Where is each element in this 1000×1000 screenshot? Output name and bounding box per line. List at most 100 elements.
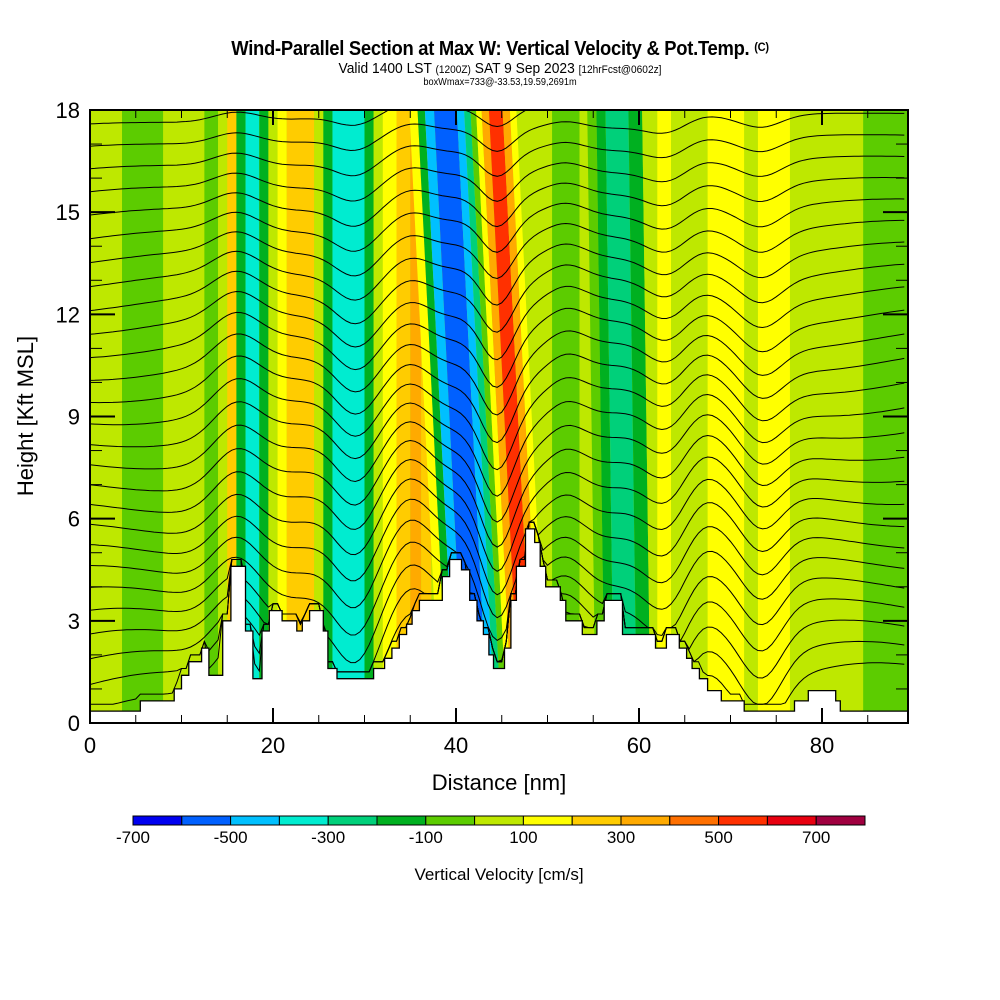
x-tick-label: 60 <box>627 733 651 758</box>
x-tick-label: 40 <box>444 733 468 758</box>
colorbar-swatch <box>327 815 378 826</box>
theta-contour <box>90 521 905 663</box>
axis-ticks <box>89 109 908 724</box>
theta-contour <box>90 519 905 642</box>
x-tick-label: 0 <box>84 733 96 758</box>
theta-contour <box>90 263 905 333</box>
velocity-band <box>476 110 513 723</box>
theta-contour <box>90 198 905 253</box>
y-axis-title: Height [Kft MSL] <box>13 336 38 496</box>
theta-contour <box>90 112 905 152</box>
colorbar-swatch <box>815 815 866 826</box>
subtitle-date: SAT 9 Sep 2023 <box>474 60 575 77</box>
terrain-profile <box>90 528 908 723</box>
velocity-band <box>707 110 745 723</box>
colorbar-tick-label: 100 <box>509 828 537 847</box>
velocity-band <box>218 110 228 723</box>
y-tick-label: 3 <box>68 609 80 634</box>
terrain <box>90 528 908 723</box>
theta-contour <box>90 155 905 202</box>
colorbar-swatch <box>132 815 183 826</box>
colorbar-swatch <box>278 815 329 826</box>
colorbar-swatch <box>230 815 280 826</box>
velocity-band <box>456 110 495 723</box>
velocity-band <box>245 110 260 723</box>
theta-contour <box>90 498 905 619</box>
velocity-band <box>286 110 315 723</box>
velocity-band <box>323 110 333 723</box>
theta-contour <box>90 177 905 228</box>
theta-contour <box>90 456 905 572</box>
velocity-band <box>744 110 758 723</box>
velocity-band <box>671 110 708 723</box>
colorbar-tick-label: 500 <box>704 828 732 847</box>
chart-annotation: boxWmax=733@-33.53,19.59,2691m <box>423 77 577 88</box>
colorbar-swatch <box>669 815 720 826</box>
colorbar-tick-label: -300 <box>311 828 345 847</box>
velocity-band <box>332 110 365 723</box>
chart-title-text: Wind-Parallel Section at Max W: Vertical… <box>231 38 750 60</box>
subtitle-valid: Valid 1400 LST <box>338 60 432 77</box>
colorbar-tick-label: -500 <box>214 828 248 847</box>
y-tick-labels: 0 3 6 9 12 15 18 <box>56 98 80 736</box>
colorbar-tick-label: 300 <box>607 828 635 847</box>
colorbar-tick-label: 700 <box>802 828 830 847</box>
y-tick-label: 12 <box>56 302 80 327</box>
velocity-band <box>587 110 605 723</box>
colorbar-swatch <box>474 815 524 826</box>
velocity-band <box>268 110 278 723</box>
theta-contour <box>90 478 905 596</box>
x-tick-labels: 0 20 40 60 80 <box>84 733 834 758</box>
colorbar-swatch <box>620 815 671 826</box>
velocity-band <box>433 110 488 723</box>
chart-subtitle: Valid 1400 LST (1200Z) SAT 9 Sep 2023 [1… <box>40 60 960 77</box>
colorbar-swatch <box>181 815 232 826</box>
y-tick-label: 15 <box>56 200 80 225</box>
colorbar-title: Vertical Velocity [cm/s] <box>414 865 583 884</box>
colorbar-swatch <box>522 815 573 826</box>
subtitle-utc: (1200Z) <box>435 64 471 76</box>
colorbar-tick-label: -100 <box>409 828 443 847</box>
colorbar-tick-label: -700 <box>116 828 150 847</box>
velocity-band <box>464 110 502 723</box>
velocity-band <box>552 110 580 723</box>
theta-contour <box>90 110 528 128</box>
velocity-band <box>605 110 637 723</box>
colorbar-swatch <box>425 815 476 826</box>
y-tick-label: 9 <box>68 405 80 430</box>
y-tick-label: 18 <box>56 98 80 123</box>
y-tick-label: 6 <box>68 507 80 532</box>
theta-contour <box>90 434 905 548</box>
colorbar: -700 -500 -300 -100 100 300 500 700 <box>116 815 866 847</box>
subtitle-forecast: [12hrFcst@0602z] <box>578 64 662 76</box>
theta-contour <box>90 307 905 388</box>
velocity-band <box>657 110 672 723</box>
potential-temperature-contours <box>90 69 905 705</box>
x-axis-title: Distance [nm] <box>432 770 567 795</box>
vertical-velocity-field <box>90 110 908 723</box>
velocity-band <box>642 110 660 723</box>
theta-contour <box>90 69 904 102</box>
theta-contour <box>90 241 905 306</box>
colorbar-swatch <box>766 815 817 826</box>
theta-contour <box>90 353 905 444</box>
theta-contour <box>90 330 905 416</box>
colorbar-swatch <box>376 815 427 826</box>
velocity-band <box>364 110 374 723</box>
theta-contour <box>90 134 905 177</box>
theta-contour <box>90 414 905 523</box>
colorbar-swatch <box>718 815 768 826</box>
y-tick-label: 0 <box>68 711 80 736</box>
velocity-band <box>259 110 269 723</box>
velocity-band <box>314 110 324 723</box>
theta-contour <box>90 393 905 497</box>
x-tick-label: 80 <box>810 733 834 758</box>
copyright-mark: (C) <box>754 40 769 54</box>
theta-contour <box>90 219 905 280</box>
velocity-band <box>409 110 449 723</box>
theta-contour <box>90 374 905 471</box>
velocity-band <box>122 110 164 723</box>
colorbar-swatch <box>571 815 622 826</box>
chart-title: Wind-Parallel Section at Max W: Vertical… <box>40 38 960 61</box>
